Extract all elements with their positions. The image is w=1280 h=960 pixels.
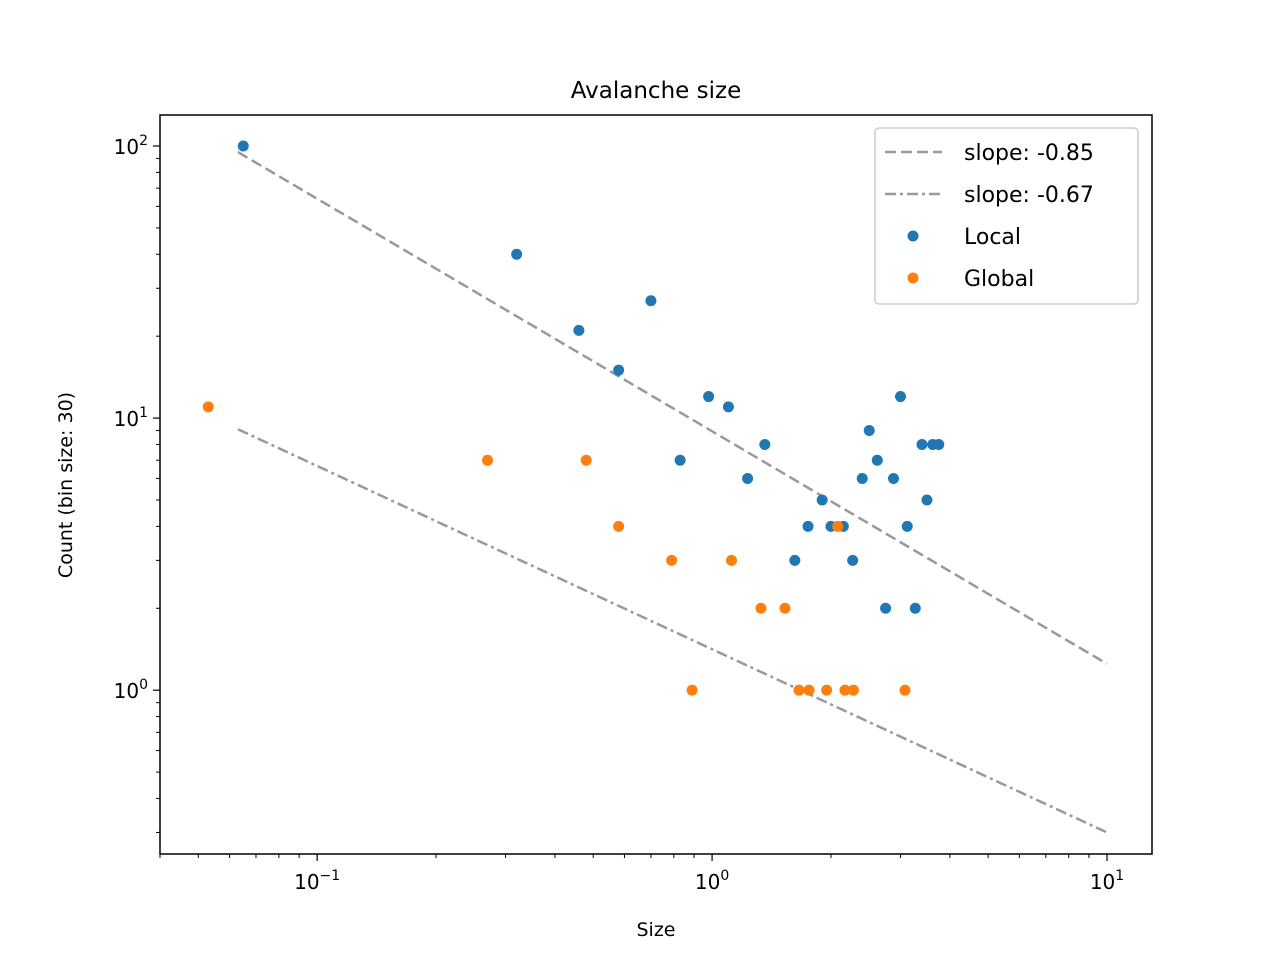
global-point-6 [686, 684, 698, 696]
global-point-14 [839, 684, 851, 696]
local-point-24 [909, 602, 921, 614]
local-point-20 [880, 602, 892, 614]
local-point-9 [742, 472, 754, 484]
global-point-10 [793, 684, 805, 696]
fit-line-2 [237, 428, 1108, 834]
y-tick-label-3: 102 [114, 133, 148, 159]
local-point-11 [789, 554, 801, 566]
chart-title: Avalanche size [571, 78, 741, 104]
global-point-15 [847, 684, 859, 696]
x-axis-label: Size [636, 919, 675, 941]
y-tick-label-2: 101 [114, 405, 148, 431]
local-point-5 [645, 295, 657, 307]
local-point-16 [847, 554, 859, 566]
global-point-3 [580, 454, 592, 466]
legend-label-slope-0-85: slope: -0.85 [964, 141, 1094, 166]
global-point-16 [899, 684, 911, 696]
global-point-7 [726, 554, 738, 566]
y-tick-label-1: 100 [114, 677, 148, 703]
local-point-19 [871, 454, 883, 466]
legend-label-slope-0-67: slope: -0.67 [964, 183, 1094, 208]
axis-ticks: 10−1 100 101 100 101 102 [114, 133, 1125, 894]
local-point-22 [895, 391, 907, 403]
local-point-25 [916, 438, 928, 450]
local-point-17 [856, 472, 868, 484]
global-point-1 [202, 401, 214, 413]
global-point-5 [666, 554, 678, 566]
local-point-8 [722, 401, 734, 413]
global-point-8 [755, 602, 767, 614]
y-axis-label: Count (bin size: 30) [55, 392, 77, 578]
x-tick-label-3: 101 [1090, 868, 1124, 894]
legend-swatch-local [907, 230, 919, 242]
global-point-13 [832, 520, 844, 532]
local-point-28 [933, 438, 945, 450]
local-point-23 [901, 520, 913, 532]
local-point-13 [816, 494, 828, 506]
global-point-2 [482, 454, 494, 466]
global-point-11 [803, 684, 815, 696]
legend-label-local: Local [964, 225, 1021, 250]
local-point-4 [613, 364, 625, 376]
global-point-4 [613, 520, 625, 532]
x-tick-label-2: 100 [695, 868, 729, 894]
local-point-21 [888, 472, 900, 484]
local-point-18 [863, 425, 875, 437]
global-point-12 [821, 684, 833, 696]
local-point-3 [573, 324, 585, 336]
local-point-1 [237, 140, 249, 152]
x-tick-label-1: 10−1 [294, 868, 340, 894]
plot-area [202, 140, 1108, 834]
legend: slope: -0.85 slope: -0.67 Local Global [874, 127, 1139, 305]
local-point-6 [674, 454, 686, 466]
legend-box [874, 127, 1139, 305]
local-point-26 [921, 494, 933, 506]
local-point-7 [703, 391, 715, 403]
global-point-9 [779, 602, 791, 614]
legend-label-global: Global [964, 267, 1034, 292]
fit-line-1 [237, 150, 1108, 665]
local-point-12 [802, 520, 814, 532]
axes-frame [159, 114, 1153, 855]
legend-swatch-global [907, 272, 919, 284]
local-point-10 [759, 438, 771, 450]
local-point-2 [511, 248, 523, 260]
